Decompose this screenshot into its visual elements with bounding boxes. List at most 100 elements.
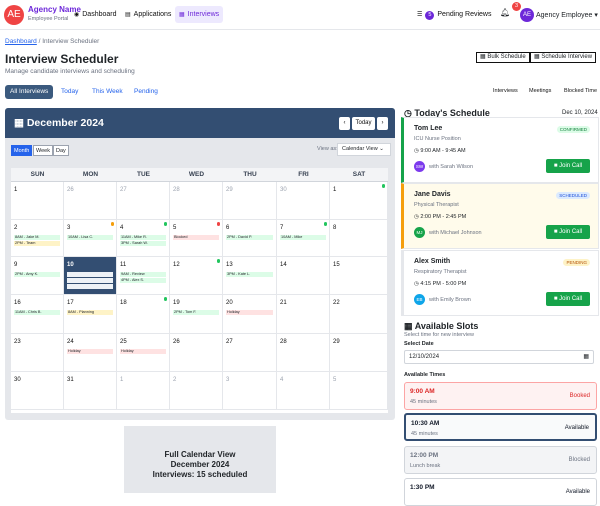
calendar-event[interactable]: 2PM - Amy K. [14,272,60,277]
tab-pending[interactable]: Pending [134,88,158,95]
calendar-day-cell[interactable]: 26 [64,182,117,220]
calendar-day-cell[interactable]: 5 Blocked [170,220,223,257]
pending-reviews-link[interactable]: ☰ 5 Pending Reviews [417,11,492,20]
calendar-event[interactable]: Holiday [67,349,113,354]
nav-applications[interactable]: ▤ Applications [125,11,172,18]
calendar-day-cell[interactable]: 17 8AM - Planning [64,295,117,334]
calendar-event[interactable]: 10AM - Lisa C. [67,235,113,240]
calendar-day-cell[interactable]: 19 2PM - Tom F. [170,295,223,334]
calendar-event[interactable]: 9AM - Review [120,272,166,277]
calendar-event[interactable] [67,278,113,283]
calendar-day-cell[interactable]: 11 9AM - Review 4PM - Alex S. [117,257,170,295]
brand-subtitle: Employee Portal [28,16,69,22]
next-month-button[interactable]: › [377,117,388,130]
calendar-day-cell[interactable]: 29 [330,334,388,372]
calendar-day-cell[interactable]: 6 2PM - David P. [223,220,277,257]
nav-dashboard[interactable]: ◉ Dashboard [74,11,117,18]
calendar-day-cell[interactable]: 2 8AM - Jake M. 2PM - Team [11,220,64,257]
time-slot[interactable]: 10:30 AM 45 minutes Available [404,413,597,441]
bell-icon[interactable]: 🔔︎ [500,8,511,17]
calendar-day-cell[interactable]: 4 11AM - Mike R. 3PM - Sarah W. [117,220,170,257]
calendar-day-cell[interactable]: 21 [277,295,330,334]
calendar-day-cell[interactable]: 15 [330,257,388,295]
calendar-day-cell[interactable]: 4 [277,372,330,410]
view-week-button[interactable]: Week [33,145,53,156]
calendar-day-cell[interactable]: 20 Holiday [223,295,277,334]
calendar-event[interactable]: Blocked [173,235,219,240]
calendar-event[interactable]: 11AM - Chris B. [14,310,60,315]
nav-interviews[interactable]: ▦ Interviews [175,6,224,23]
view-as-select[interactable]: Calendar View ⌄ [337,143,391,156]
prev-month-button[interactable]: ‹ [339,117,350,130]
calendar-day-cell[interactable]: 7 10AM - Mike [277,220,330,257]
tab-blocked-time[interactable]: Blocked Time [564,88,598,94]
calendar-day-cell[interactable]: 28 [277,334,330,372]
view-day-button[interactable]: Day [53,145,69,156]
calendar-event[interactable] [67,284,113,289]
date-input[interactable]: 12/10/2024 ▦ [404,350,594,364]
calendar-day-cell[interactable]: 28 [170,182,223,220]
join-call-button[interactable]: ■ Join Call [546,225,590,239]
calendar-day-cell[interactable]: 5 [330,372,388,410]
join-call-button[interactable]: ■ Join Call [546,292,590,306]
schedule-interview-button[interactable]: ▦ Schedule Interview [530,52,596,63]
tab-today[interactable]: Today [61,88,79,95]
calendar-day-cell[interactable]: 22 [330,295,388,334]
time-slot[interactable]: 9:00 AM 45 minutes Booked [404,382,597,410]
calendar-event[interactable]: 10AM - Mike [280,235,326,240]
calendar-event[interactable] [67,272,113,277]
brand-logo-icon[interactable]: AE [4,5,24,25]
calendar-event[interactable]: Holiday [120,349,166,354]
view-month-button[interactable]: Month [11,145,33,156]
calendar-day-cell[interactable]: 24 Holiday [64,334,117,372]
interview-card[interactable]: Alex Smith Respiratory Therapist ◷ 4:15 PM… [401,250,599,316]
calendar-event[interactable]: Holiday [226,310,273,315]
calendar-day-cell[interactable]: 1 [330,182,388,220]
calendar-event[interactable]: 4PM - Alex S. [120,278,166,283]
interview-card[interactable]: Tom Lee ICU Nurse Position ◷ 9:00 AM - 9:4… [401,117,599,183]
calendar-day-cell[interactable]: 1 [11,182,64,220]
tab-all-interviews[interactable]: All Interviews [5,85,54,99]
calendar-event[interactable]: 2PM - Tom F. [173,310,219,315]
calendar-day-cell[interactable]: 25 Holiday [117,334,170,372]
calendar-day-cell[interactable]: 13 3PM - Kate L. [223,257,277,295]
calendar-day-cell[interactable]: 27 [117,182,170,220]
calendar-day-cell[interactable]: 27 [223,334,277,372]
calendar-day-cell[interactable]: 9 2PM - Amy K. [11,257,64,295]
calendar-day-cell[interactable]: 31 [64,372,117,410]
calendar-event[interactable]: 2PM - Team [14,241,60,246]
avatar[interactable]: AE [520,8,534,22]
calendar-day-cell[interactable]: 23 [11,334,64,372]
calendar-day-cell[interactable]: 18 [117,295,170,334]
calendar-event[interactable]: 3PM - Sarah W. [120,241,166,246]
calendar-day-cell[interactable]: 3 [223,372,277,410]
calendar-day-cell[interactable]: 8 [330,220,388,257]
interview-card[interactable]: Jane Davis Physical Therapist ◷ 2:00 PM - … [401,183,599,249]
calendar-event[interactable]: 2PM - David P. [226,235,273,240]
today-button[interactable]: Today [352,117,375,130]
breadcrumb-dashboard-link[interactable]: Dashboard [5,38,37,45]
tab-meetings[interactable]: Meetings [529,88,552,94]
time-slot[interactable]: 1:30 PM Available [404,478,597,506]
calendar-day-cell[interactable]: 10 [64,257,117,295]
calendar-day-cell[interactable]: 30 [277,182,330,220]
calendar-event[interactable]: 11AM - Mike R. [120,235,166,240]
calendar-day-cell[interactable]: 14 [277,257,330,295]
join-call-button[interactable]: ■ Join Call [546,159,590,173]
calendar-day-cell[interactable]: 26 [170,334,223,372]
calendar-event[interactable]: 8AM - Planning [67,310,113,315]
calendar-day-cell[interactable]: 16 11AM - Chris B. [11,295,64,334]
calendar-day-cell[interactable]: 3 10AM - Lisa C. [64,220,117,257]
calendar-day-cell[interactable]: 12 [170,257,223,295]
tab-this-week[interactable]: This Week [92,88,123,95]
calendar-event[interactable]: 8AM - Jake M. [14,235,60,240]
calendar-day-cell[interactable]: 2 [170,372,223,410]
user-menu[interactable]: Agency Employee ▾ [536,12,598,19]
bulk-schedule-button[interactable]: ▦ Bulk Schedule [476,52,530,63]
calendar-day-cell[interactable]: 30 [11,372,64,410]
calendar-event[interactable]: 3PM - Kate L. [226,272,273,277]
tab-interviews[interactable]: Interviews [493,88,518,94]
calendar-day-cell[interactable]: 29 [223,182,277,220]
time-slot[interactable]: 12:00 PM Lunch break Blocked [404,446,597,474]
calendar-day-cell[interactable]: 1 [117,372,170,410]
